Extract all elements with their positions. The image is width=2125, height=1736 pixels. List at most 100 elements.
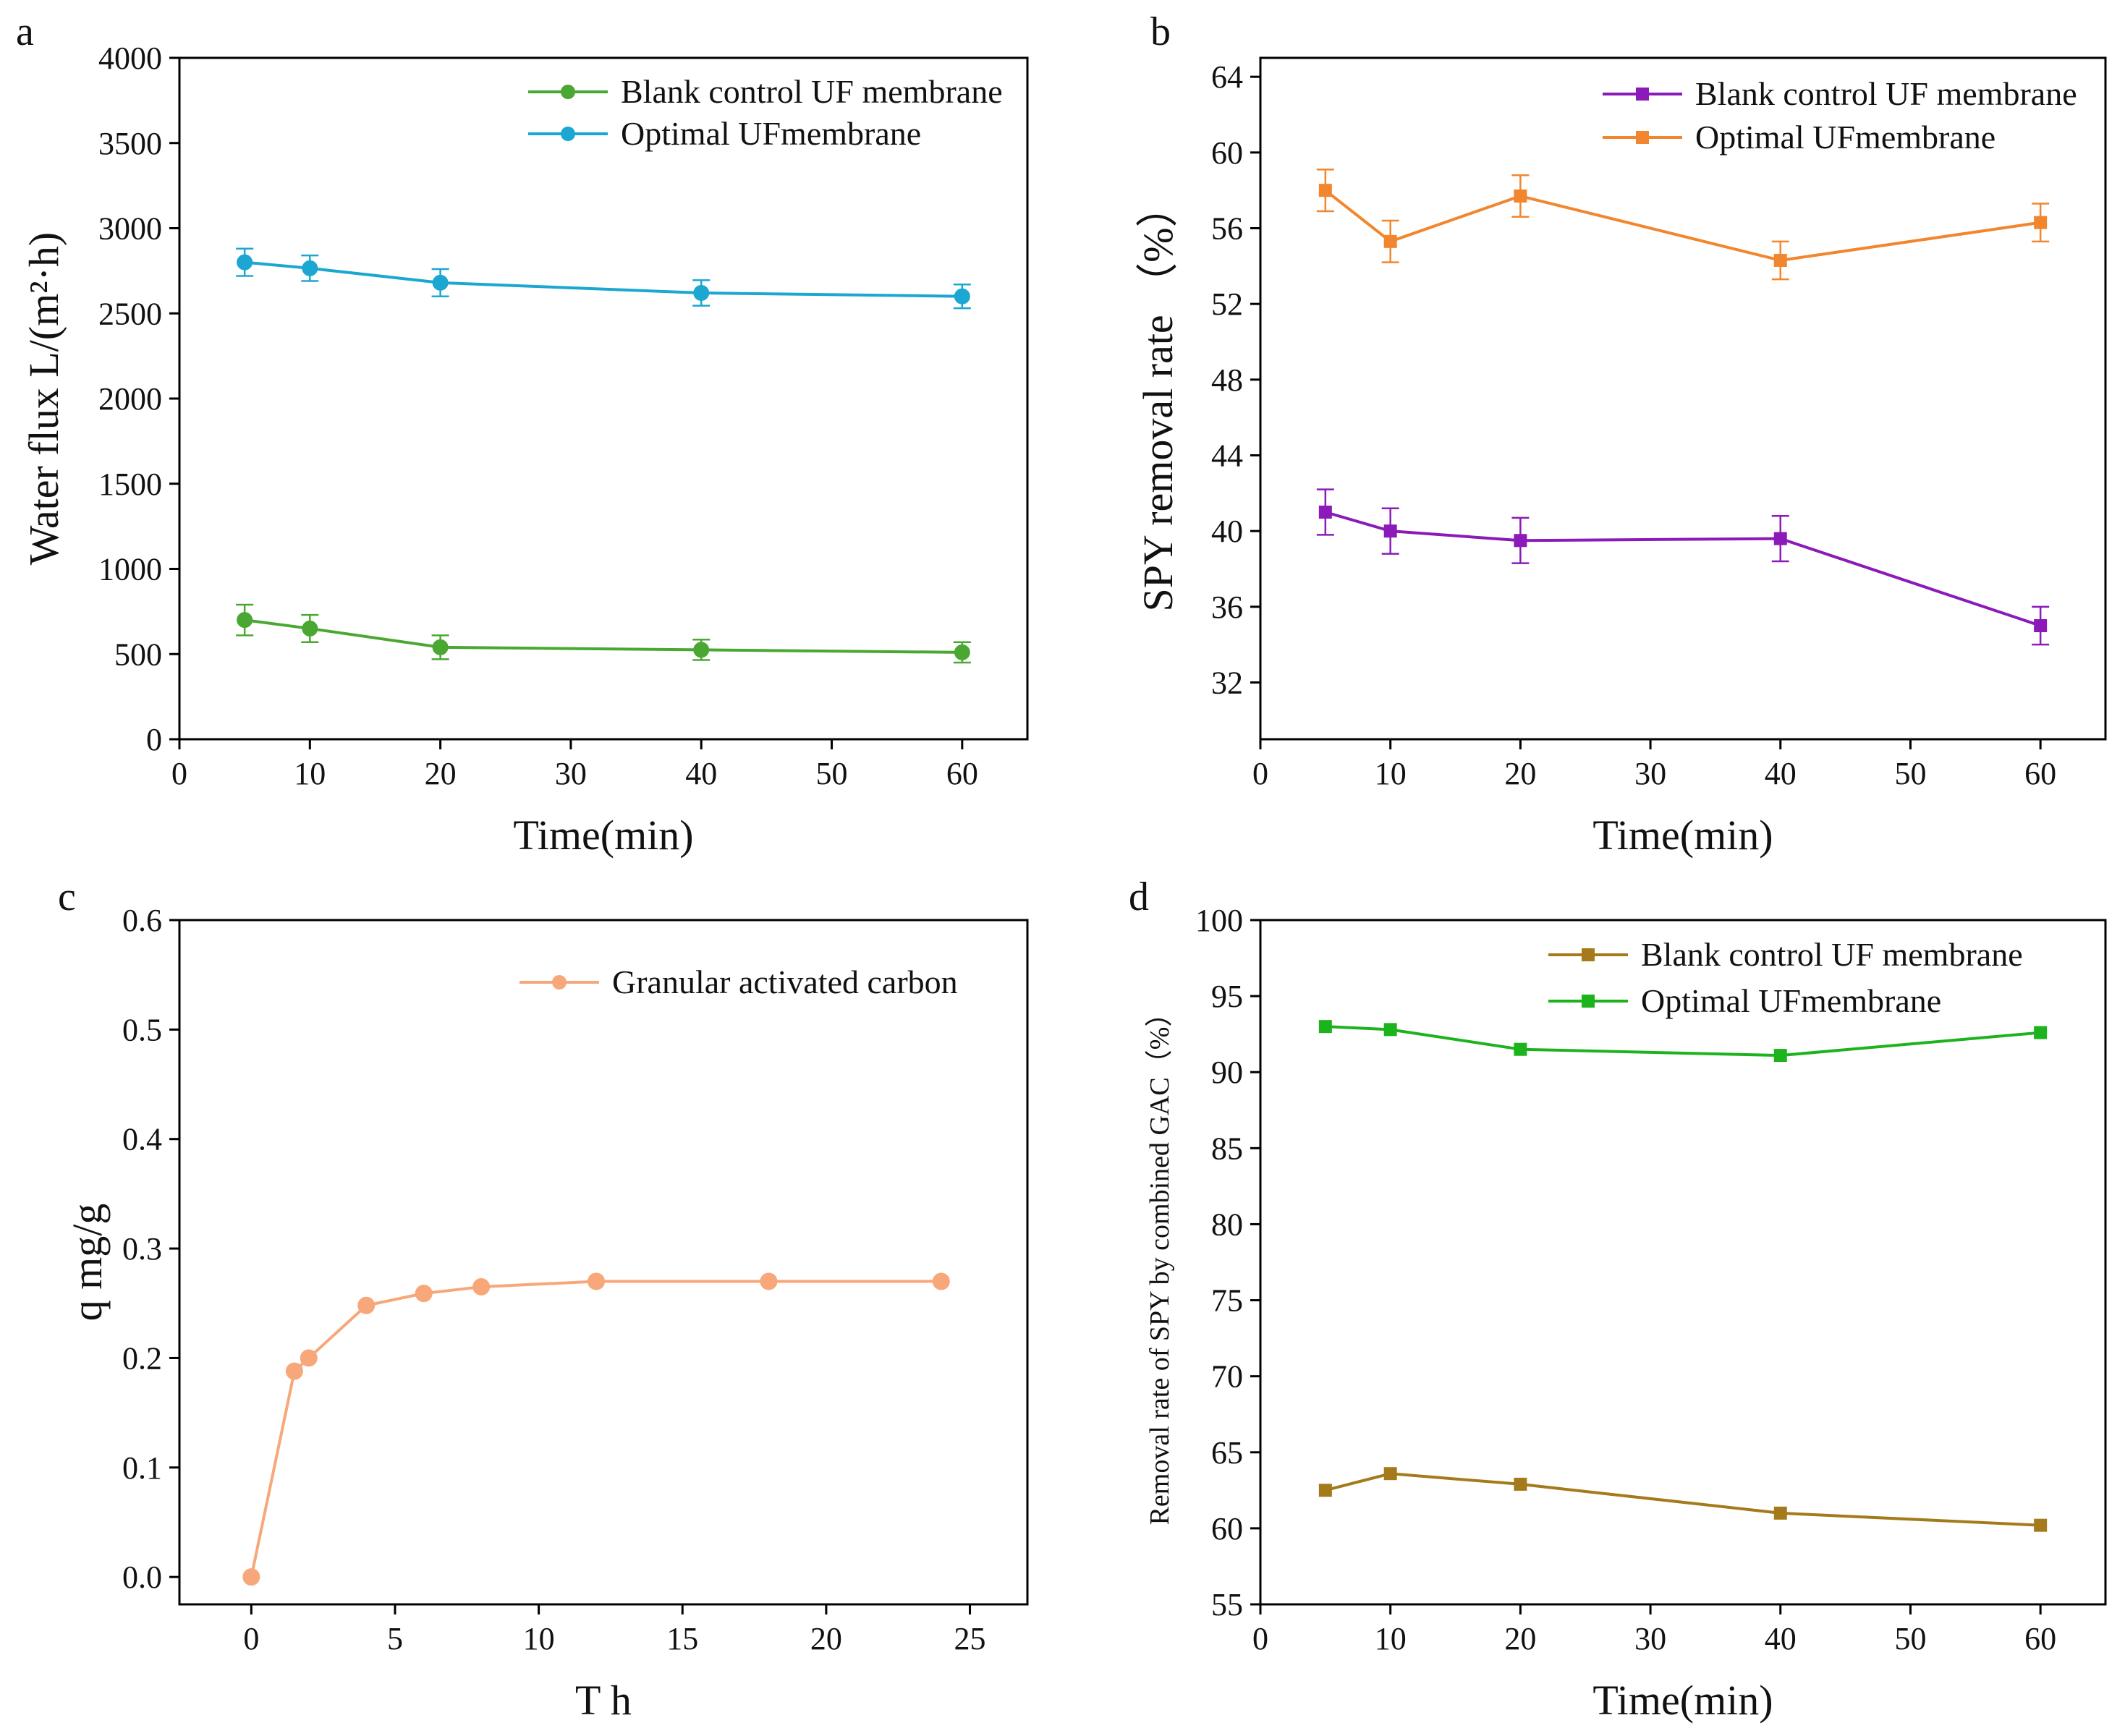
legend-label: Optimal UFmembrane	[1641, 982, 1941, 1019]
x-tick-label: 10	[523, 1621, 555, 1656]
y-tick-label: 0.0	[122, 1560, 162, 1595]
x-tick-label: 25	[954, 1621, 986, 1656]
y-tick-label: 70	[1211, 1359, 1243, 1395]
x-tick-label: 0	[171, 756, 187, 791]
y-tick-label: 65	[1211, 1435, 1243, 1471]
data-point	[2034, 216, 2048, 229]
x-tick-label: 10	[294, 756, 326, 791]
panel-letter: c	[58, 875, 76, 919]
x-tick-label: 50	[816, 756, 848, 791]
data-point	[693, 284, 710, 301]
series-blank-control-uf-membrane	[1316, 488, 2050, 646]
data-point	[1383, 1023, 1397, 1037]
data-point	[432, 639, 449, 655]
panel-letter: d	[1129, 875, 1149, 919]
legend-label: Blank control UF membrane	[1641, 936, 2023, 973]
x-tick-label: 40	[1765, 1621, 1797, 1656]
x-tick-label: 60	[946, 756, 978, 791]
data-point	[2034, 619, 2048, 632]
series-optimal-ufmembrane	[236, 247, 971, 310]
data-point	[2034, 1518, 2048, 1532]
data-point	[242, 1568, 260, 1586]
legend-marker	[1582, 995, 1595, 1008]
y-tick-label: 52	[1211, 286, 1243, 322]
legend-entry: Blank control UF membrane	[1548, 936, 2023, 973]
data-point	[472, 1278, 491, 1296]
legend-entry: Optimal UFmembrane	[1548, 982, 1941, 1019]
y-tick-label: 0.4	[122, 1122, 162, 1157]
data-point	[285, 1362, 303, 1380]
legend-marker	[1636, 88, 1649, 101]
data-point	[237, 254, 253, 271]
y-tick-label: 60	[1211, 1511, 1243, 1546]
plot-frame	[1259, 919, 2107, 1606]
x-tick-label: 40	[685, 756, 717, 791]
legend-label: Blank control UF membrane	[621, 73, 1003, 110]
data-point	[954, 288, 970, 305]
y-tick-label: 80	[1211, 1207, 1243, 1242]
y-tick-label: 40	[1211, 514, 1243, 549]
y-tick-label: 4000	[98, 41, 162, 76]
y-tick-label: 56	[1211, 211, 1243, 247]
data-point	[1318, 1484, 1332, 1497]
chart-panel-c: c 0 5 10 15 20 25 0.0 0.1 0.2 0.3 0.4 0.5 0.6 T h q mg/…	[58, 875, 1029, 1724]
data-point	[1383, 1467, 1397, 1481]
series-blank-control-uf-membrane	[236, 603, 971, 664]
y-tick-label: 2000	[98, 381, 162, 417]
x-tick-label: 30	[1634, 1621, 1666, 1656]
x-tick-label: 30	[1634, 756, 1666, 791]
data-point	[415, 1285, 433, 1303]
data-point	[1773, 532, 1787, 545]
legend-label: Optimal UFmembrane	[621, 115, 921, 152]
x-tick-label: 10	[1375, 756, 1407, 791]
y-tick-label: 75	[1211, 1283, 1243, 1319]
x-tick-label: 0	[1252, 756, 1268, 791]
y-tick-label: 0.3	[122, 1231, 162, 1267]
data-point	[300, 1349, 318, 1367]
data-point	[1514, 1042, 1527, 1056]
data-point	[1773, 253, 1787, 267]
y-tick-label: 48	[1211, 362, 1243, 398]
legend-label: Optimal UFmembrane	[1695, 119, 1995, 156]
series-optimal-ufmembrane	[1316, 169, 2050, 281]
chart-panel-b: b 0 10 20 30 40 50 60 32 36 40 44 48 52 56 60 64 Time(min…	[1134, 9, 2107, 859]
y-tick-label: 1500	[98, 467, 162, 502]
x-tick-label: 0	[1252, 1621, 1268, 1656]
y-tick-label: 3000	[98, 211, 162, 247]
legend-entry: Optimal UFmembrane	[1603, 119, 1995, 156]
y-tick-label: 36	[1211, 590, 1243, 625]
data-point	[693, 642, 710, 658]
data-point	[1514, 1477, 1527, 1491]
data-point	[932, 1272, 950, 1290]
data-point	[432, 274, 449, 291]
data-point	[1514, 190, 1527, 203]
panel-letter: a	[16, 9, 34, 54]
data-point	[302, 620, 318, 637]
y-axis-label: Removal rate of SPY by combined GAC（%）	[1145, 1000, 1175, 1526]
legend-entry: Blank control UF membrane	[1603, 75, 2077, 112]
data-point	[302, 260, 318, 276]
series-optimal-ufmembrane	[1318, 1020, 2048, 1063]
y-tick-label: 60	[1211, 135, 1243, 171]
y-axis-label: Water flux L/(m²·h)	[20, 232, 67, 565]
y-tick-label: 2500	[98, 296, 162, 331]
y-tick-label: 55	[1211, 1587, 1243, 1622]
data-point	[1383, 524, 1397, 538]
x-tick-label: 20	[1504, 1621, 1536, 1656]
y-tick-label: 0	[146, 722, 162, 757]
data-point	[1773, 1049, 1787, 1063]
x-tick-label: 15	[666, 1621, 698, 1656]
y-tick-label: 90	[1211, 1055, 1243, 1090]
y-tick-label: 0.1	[122, 1450, 162, 1486]
plot-frame	[1259, 56, 2107, 741]
legend-label: Blank control UF membrane	[1695, 75, 2077, 112]
x-axis-label: Time(min)	[1592, 1677, 1773, 1724]
x-tick-label: 60	[2024, 1621, 2056, 1656]
x-tick-label: 50	[1894, 1621, 1926, 1656]
chart-panel-a: a 0 10 20 30 40 50 60 0 500 1000 1500 2000 2500 3000 35…	[16, 9, 1029, 859]
x-tick-label: 20	[810, 1621, 842, 1656]
chart-panel-d: d 0 10 20 30 40 50 60 55 60 65 70 75 80 85 90 95 100 Time(…	[1129, 875, 2107, 1724]
x-tick-label: 0	[243, 1621, 259, 1656]
x-tick-label: 60	[2024, 756, 2056, 791]
data-point	[1318, 184, 1332, 197]
